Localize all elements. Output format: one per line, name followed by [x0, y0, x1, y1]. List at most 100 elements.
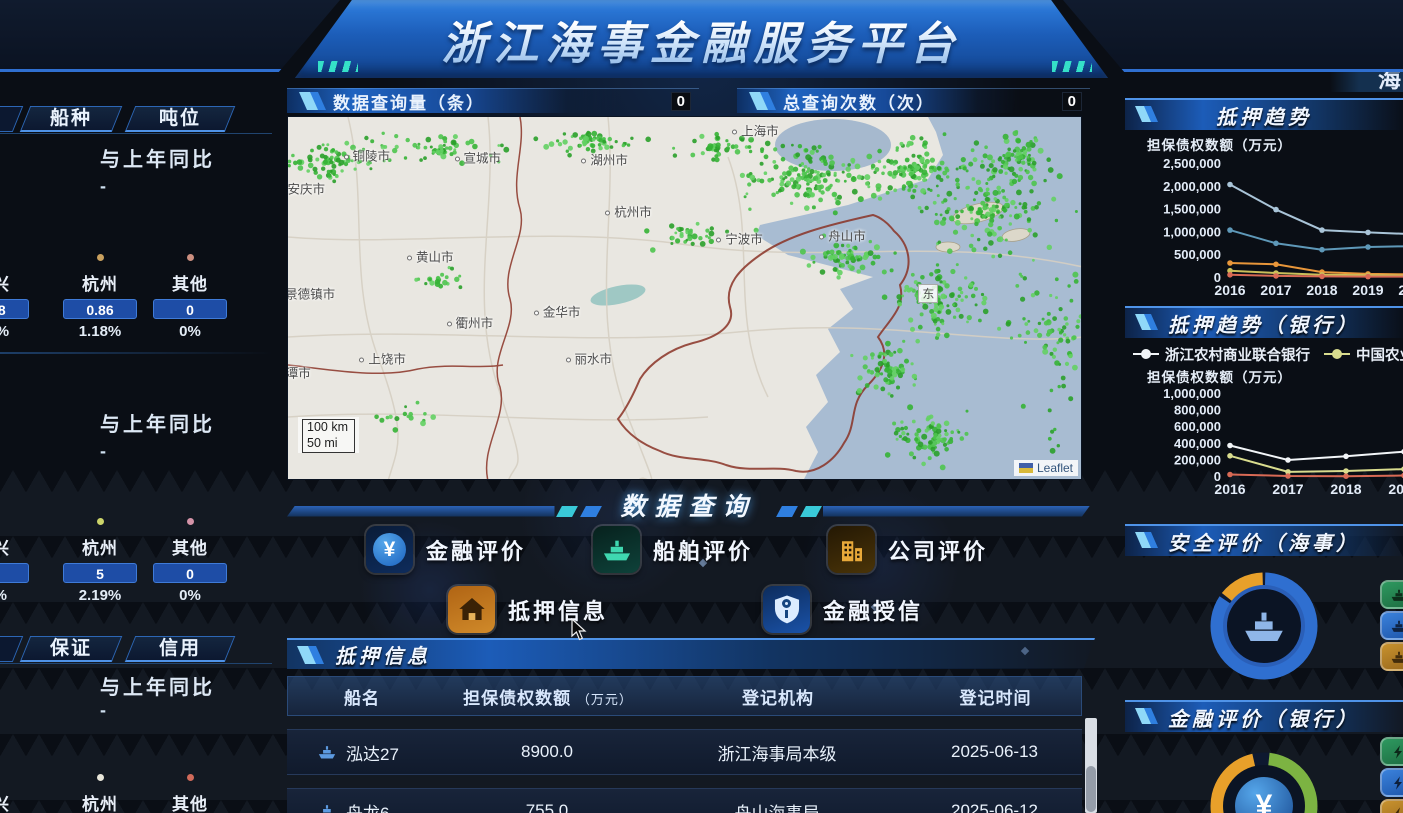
mortgage-info-button[interactable]: 抵押信息 — [448, 586, 608, 633]
page-title: 浙江海事金融服务平台 — [441, 7, 961, 72]
mouse-cursor — [571, 618, 587, 641]
chevron-decor-icon — [297, 645, 324, 664]
stat-value: 0 — [1061, 91, 1082, 111]
ship-position-dots — [288, 130, 1081, 471]
tab-sliver — [0, 106, 18, 132]
scrollbar-thumb[interactable] — [1086, 766, 1096, 812]
shield-key-icon — [763, 586, 810, 633]
finance-evaluation-header: 金融评价（银行） — [1125, 700, 1403, 732]
legend-dot — [96, 774, 104, 781]
teal-slash-decor — [1052, 61, 1092, 72]
yoy-title-1: 与上年同比 — [100, 149, 215, 171]
banner-left-decor — [0, 0, 340, 72]
stat-value: 0 — [670, 91, 691, 111]
finance-evaluation-donut: ¥ — [1198, 740, 1330, 813]
ship-icon — [318, 805, 336, 813]
legend-dot — [96, 254, 104, 261]
legend-item[interactable]: 中国农业 — [1324, 344, 1403, 364]
map-city-label: 鹰潭市 — [288, 363, 311, 382]
svg-text:1,000,000: 1,000,000 — [1163, 386, 1221, 401]
finance-evaluation-button[interactable]: ¥ 金融评价 — [366, 526, 526, 573]
svg-text:2018: 2018 — [1330, 481, 1361, 497]
finance-badge-green-bolt[interactable] — [1380, 737, 1403, 766]
financial-credit-button[interactable]: 金融授信 — [763, 586, 923, 633]
map-city-label: 宣城市 — [454, 147, 501, 166]
chart2-ylabel: 担保债权数额（万元） — [1147, 370, 1292, 385]
stat-column: 其他 — [148, 772, 232, 813]
safety-evaluation-header: 安全评价（海事） — [1125, 524, 1403, 556]
yoy-value-2: - — [100, 441, 106, 461]
chart2-legend: 浙江农村商业联合银行 中国农业 — [1133, 344, 1403, 364]
finance-badge-blue-bolt[interactable] — [1380, 768, 1403, 797]
divider — [0, 352, 272, 354]
svg-text:2019: 2019 — [1352, 282, 1383, 298]
finance-badge-orange-bolt[interactable] — [1380, 799, 1403, 813]
svg-text:200,000: 200,000 — [1174, 452, 1221, 467]
tab-guarantee[interactable]: 保证 — [25, 636, 117, 662]
stat-label: 数据查询量（条） — [333, 93, 485, 113]
house-mortgage-icon — [448, 586, 495, 633]
svg-text:2016: 2016 — [1214, 481, 1245, 497]
svg-text:0: 0 — [1214, 270, 1221, 285]
yoy-title-3: 与上年同比 — [100, 677, 215, 699]
flag-icon — [1018, 463, 1033, 473]
stat-bar-total-query-count: 总查询次数（次） 0 — [737, 88, 1090, 113]
yuan-coin-icon: ¥ — [366, 526, 413, 573]
svg-text:2020: 2020 — [1398, 282, 1403, 298]
safety-badge-green-ship[interactable] — [1380, 580, 1403, 609]
stat-column: 杭州 — [58, 772, 142, 813]
svg-text:400,000: 400,000 — [1174, 436, 1221, 451]
svg-text:2017: 2017 — [1260, 282, 1291, 298]
map-canvas — [288, 117, 1081, 479]
stat-column: 嘉兴 1 44% — [0, 516, 34, 604]
data-query-section-header: 数据查询 — [287, 487, 1091, 523]
deco-parallelogram — [555, 505, 578, 517]
legend-marker — [1324, 349, 1350, 359]
data-query-title: 数据查询 — [620, 493, 757, 521]
yuan-coin-icon: ¥ — [1235, 777, 1293, 813]
ship-evaluation-button[interactable]: 船舶评价 — [593, 526, 753, 573]
chevron-decor-icon — [1135, 314, 1158, 330]
map-city-label: 舟山市 — [819, 225, 866, 244]
chart1-ylabel: 担保债权数额（万元） — [1147, 138, 1292, 153]
safety-evaluation-donut — [1198, 560, 1330, 692]
svg-text:600,000: 600,000 — [1174, 419, 1221, 434]
ship-icon — [593, 526, 640, 573]
leaflet-map[interactable]: 安庆市 铜陵市 宣城市 湖州市 上海市 杭州市 宁波市 舟山市 黄山市 景德镇市 金华市 衢州市 上饶市… — [287, 116, 1082, 480]
stat-bar-data-query-volume: 数据查询量（条） 0 — [287, 88, 699, 113]
svg-text:1,500,000: 1,500,000 — [1163, 202, 1221, 217]
tab-tonnage[interactable]: 吨位 — [130, 106, 230, 132]
chevron-decor-icon — [1135, 532, 1158, 548]
deco-parallelogram — [579, 505, 602, 517]
donut-center — [1223, 585, 1305, 667]
left-tabrow-bottom: 保证 信用 — [0, 636, 272, 664]
map-city-label: 金华市 — [533, 301, 580, 320]
map-city-label: 衢州市 — [446, 312, 493, 331]
tab-sliver — [0, 636, 18, 662]
table-row[interactable]: 舟龙6 755.0 舟山海事局 2025-06-12 — [287, 788, 1082, 813]
table-scrollbar[interactable] — [1085, 718, 1097, 813]
svg-text:2,000,000: 2,000,000 — [1163, 179, 1221, 194]
lake-taihu — [775, 119, 891, 171]
stat-column: 杭州 0.86 1.18% — [58, 252, 142, 340]
stat-column: 其他 0 0% — [148, 252, 232, 340]
map-city-label: 杭州市 — [605, 202, 652, 221]
stat-column: 杭州 5 2.19% — [58, 516, 142, 604]
company-evaluation-button[interactable]: 公司评价 — [828, 526, 988, 573]
tab-credit[interactable]: 信用 — [130, 636, 230, 662]
yoy-title-2: 与上年同比 — [100, 414, 215, 436]
sea-label: 东 — [918, 283, 939, 303]
building-icon — [828, 526, 875, 573]
legend-item[interactable]: 浙江农村商业联合银行 — [1133, 344, 1310, 364]
mortgage-trend-header: 抵押趋势 — [1125, 98, 1403, 130]
table-row[interactable]: 泓达27 8900.0 浙江海事局本级 2025-06-13 — [287, 729, 1082, 775]
mortgage-table: 船名 担保债权数额 （万元） 登记机构 登记时间 泓达27 8900.0 浙江海… — [287, 676, 1082, 813]
safety-badge-orange-ship[interactable] — [1380, 642, 1403, 671]
legend-dot — [96, 518, 104, 525]
safety-badge-blue-ship[interactable] — [1380, 611, 1403, 640]
bank-trend-header: 抵押趋势（银行） — [1125, 306, 1403, 338]
map-city-label: 铜陵市 — [343, 146, 390, 165]
stat-column: 嘉兴 — [0, 795, 10, 813]
map-attribution[interactable]: Leaflet — [1013, 460, 1078, 476]
tab-ship-type[interactable]: 船种 — [25, 106, 117, 132]
